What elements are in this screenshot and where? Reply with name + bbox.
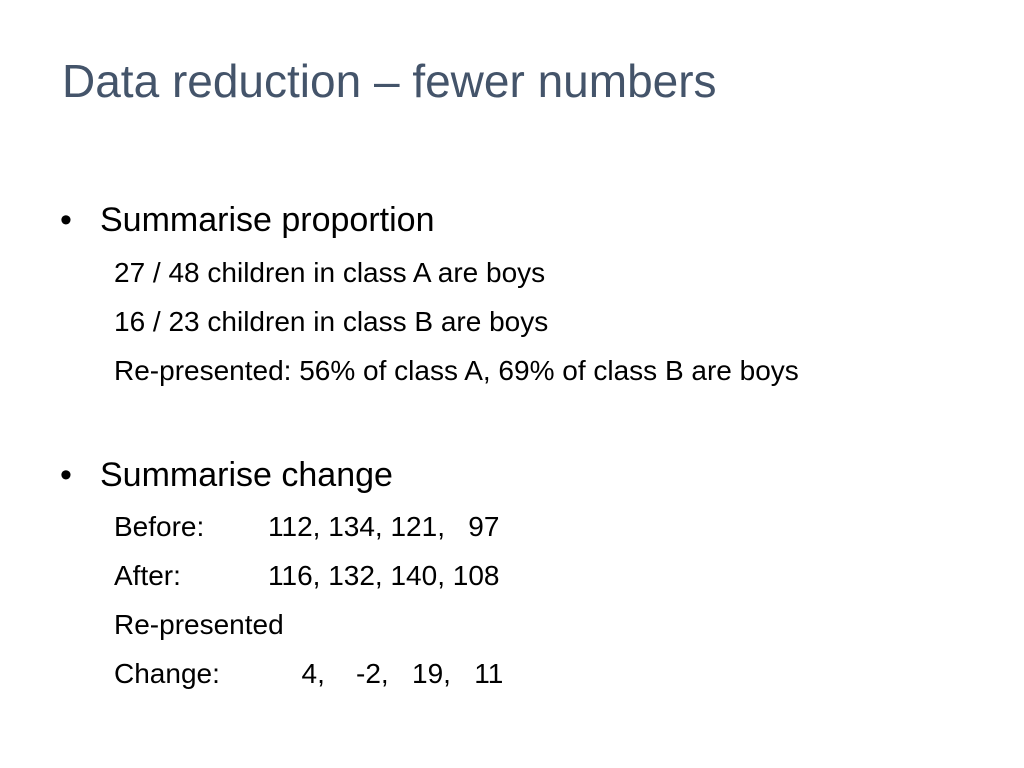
proportion-line-1: 27 / 48 children in class A are boys — [114, 257, 546, 288]
proportion-line-3: Re-presented: 56% of class A, 69% of cla… — [114, 355, 799, 386]
before-label: Before: — [114, 511, 205, 542]
proportion-line-2: 16 / 23 children in class B are boys — [114, 306, 549, 337]
change-values: 4, -2, 19, 11 — [286, 658, 504, 689]
bullet-summarise-proportion: • Summarise proportion — [60, 203, 434, 237]
bullet-dot: • — [60, 201, 72, 239]
re-presented-note: Re-presented — [114, 609, 284, 640]
change-row: Change: 4, -2, 19, 11 — [114, 660, 503, 688]
bullet-summarise-change: • Summarise change — [60, 458, 393, 492]
change-label: Change: — [114, 658, 220, 689]
before-values: 112, 134, 121, 97 — [268, 511, 500, 542]
bullet-text: Summarise change — [100, 456, 393, 494]
after-label: After: — [114, 560, 181, 591]
bullet-text: Summarise proportion — [100, 201, 435, 239]
slide-title: Data reduction – fewer numbers — [62, 55, 717, 107]
before-row: Before: 112, 134, 121, 97 — [114, 513, 499, 541]
after-row: After: 116, 132, 140, 108 — [114, 562, 499, 590]
after-values: 116, 132, 140, 108 — [268, 560, 500, 591]
bullet-dot: • — [60, 456, 72, 494]
